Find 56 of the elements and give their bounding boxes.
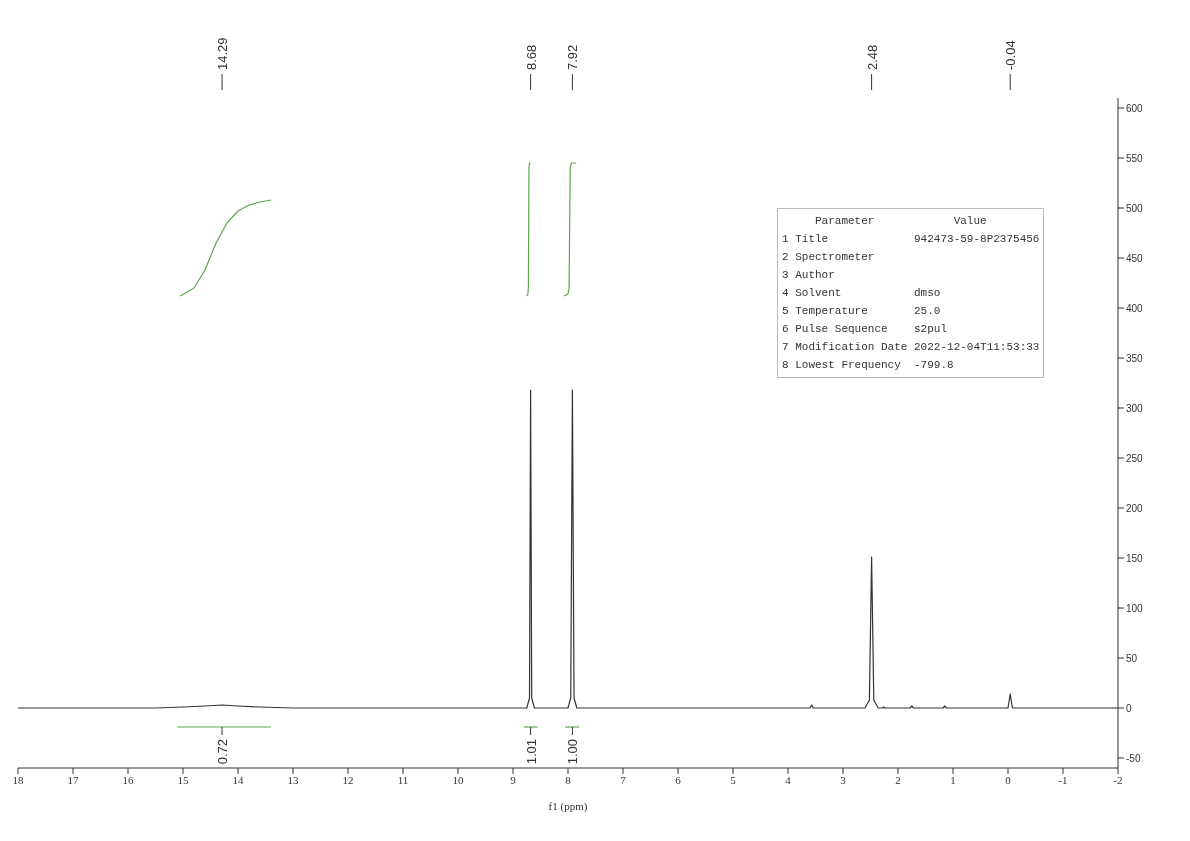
y-tick-label: 300 [1126,402,1144,414]
x-tick-label: 0 [1005,773,1012,786]
annotation: 14.29 [215,37,231,70]
annotation: 1.00 [565,739,581,765]
annotation: -0.04 [1003,40,1019,70]
annotation: 1 Title 942473-59-8P2375456 [782,232,1040,247]
line-series [526,162,532,297]
annotation: 5 Temperature 25.0 [782,304,942,319]
x-tick-label: 8 [565,773,572,786]
annotation: 8.68 [523,44,539,70]
line-series [563,162,577,297]
x-tick-label: 16 [122,773,134,786]
annotation: 2 Spectrometer [782,250,876,265]
annotation: 0.72 [215,739,231,765]
annotation: 7.92 [565,44,581,70]
x-tick-label: 9 [510,773,517,786]
y-tick-label: 500 [1126,202,1144,214]
x-tick-label: 18 [12,773,24,786]
x-tick-label: 7 [620,773,627,786]
x-tick-label: 11 [397,773,409,786]
x-tick-label: 10 [452,773,464,786]
y-tick-label: 250 [1126,452,1144,464]
y-tick-label: -50 [1126,752,1141,764]
y-tick-label: 350 [1126,352,1144,364]
x-tick-label: 12 [342,773,354,786]
y-tick-label: 150 [1126,552,1144,564]
x-tick-label: 1 [950,773,956,786]
x-tick-label: -1 [1058,773,1068,786]
x-tick-label: 6 [675,773,682,786]
y-tick-label: 450 [1126,252,1144,264]
x-tick-label: 17 [67,773,79,786]
x-tick-label: 15 [177,773,189,786]
y-tick-label: 400 [1126,302,1144,314]
annotation: 2.48 [864,44,880,70]
x-tick-label: 13 [287,773,299,786]
annotation: 3 Author [782,268,836,283]
y-tick-label: 550 [1126,152,1144,164]
x-axis-title: f1 (ppm) [548,800,588,813]
annotation: Parameter Value [814,214,988,229]
x-tick-label: 3 [840,773,847,786]
x-tick-label: 5 [730,773,737,786]
y-tick-label: 200 [1126,502,1144,514]
y-tick-label: 50 [1126,652,1138,664]
x-tick-label: 4 [785,773,792,786]
x-tick-label: -2 [1113,773,1123,786]
y-tick-label: 0 [1126,702,1132,714]
annotation: 7 Modification Date 2022-12-04T11:53:33 [782,340,1040,355]
annotation: 6 Pulse Sequence s2pul [782,322,949,337]
annotation: 1.01 [523,739,539,765]
x-tick-label: 2 [895,773,901,786]
annotation: 4 Solvent dmso [782,286,942,301]
annotation: 8 Lowest Frequency -799.8 [782,358,955,373]
line-series [179,199,272,297]
y-tick-label: 600 [1126,102,1144,114]
x-tick-label: 14 [232,773,244,786]
y-tick-label: 100 [1126,602,1144,614]
